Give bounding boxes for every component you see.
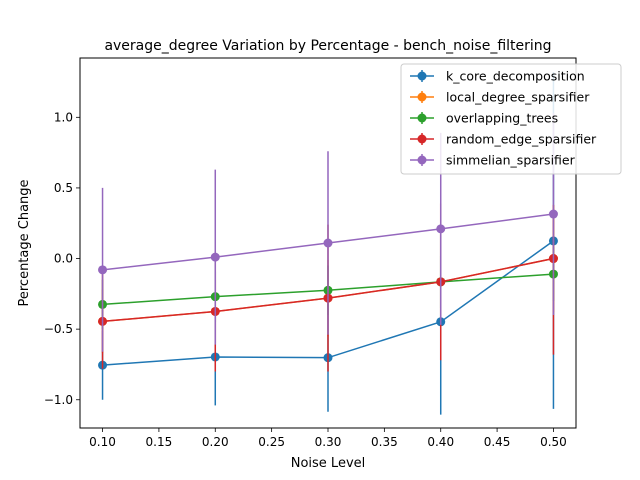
data-point bbox=[98, 265, 108, 275]
legend-marker bbox=[417, 155, 427, 165]
x-tick-label: 0.15 bbox=[146, 435, 173, 449]
x-tick-label: 0.50 bbox=[540, 435, 567, 449]
x-tick-label: 0.45 bbox=[484, 435, 511, 449]
data-point bbox=[548, 209, 558, 219]
y-tick-label: 0.0 bbox=[54, 252, 73, 266]
legend-item-k_core_decomposition: k_core_decomposition bbox=[410, 69, 585, 84]
x-tick-label: 0.40 bbox=[427, 435, 454, 449]
chart-title: average_degree Variation by Percentage -… bbox=[104, 38, 551, 54]
legend-marker bbox=[417, 92, 427, 102]
legend-marker bbox=[417, 71, 427, 81]
plot-area bbox=[98, 72, 558, 415]
legend-box bbox=[400, 63, 622, 175]
y-axis-label: Percentage Change bbox=[17, 179, 32, 306]
data-point bbox=[323, 238, 333, 248]
legend-marker bbox=[417, 113, 427, 123]
y-axis: −1.0 −0.5 0.0 0.5 1.0 bbox=[44, 110, 80, 407]
legend-item-overlapping_trees: overlapping_trees bbox=[410, 111, 558, 126]
legend-item-simmelian_sparsifier: simmelian_sparsifier bbox=[410, 153, 576, 168]
legend-marker bbox=[417, 134, 427, 144]
y-tick-label: 1.0 bbox=[54, 110, 73, 124]
data-point bbox=[210, 252, 220, 262]
x-tick-label: 0.30 bbox=[315, 435, 342, 449]
x-tick-label: 0.25 bbox=[258, 435, 285, 449]
y-tick-label: −1.0 bbox=[44, 393, 73, 407]
legend: k_core_decomposition local_degree_sparsif… bbox=[400, 63, 622, 175]
legend-label: k_core_decomposition bbox=[446, 69, 585, 84]
y-tick-label: −0.5 bbox=[44, 322, 73, 336]
legend-label: simmelian_sparsifier bbox=[446, 153, 576, 168]
legend-item-local_degree_sparsifier: local_degree_sparsifier bbox=[410, 90, 590, 105]
legend-label: local_degree_sparsifier bbox=[446, 90, 590, 105]
legend-label: random_edge_sparsifier bbox=[446, 132, 597, 147]
x-axis: 0.10 0.15 0.20 0.25 0.30 0.35 0.40 0.45 0.50 bbox=[89, 428, 567, 449]
x-tick-label: 0.10 bbox=[89, 435, 116, 449]
data-point bbox=[436, 224, 446, 234]
x-tick-label: 0.35 bbox=[371, 435, 398, 449]
x-axis-label: Noise Level bbox=[291, 456, 366, 471]
x-tick-label: 0.20 bbox=[202, 435, 229, 449]
legend-item-random_edge_sparsifier: random_edge_sparsifier bbox=[410, 132, 597, 147]
legend-label: overlapping_trees bbox=[446, 111, 558, 126]
y-tick-label: 0.5 bbox=[54, 181, 73, 195]
